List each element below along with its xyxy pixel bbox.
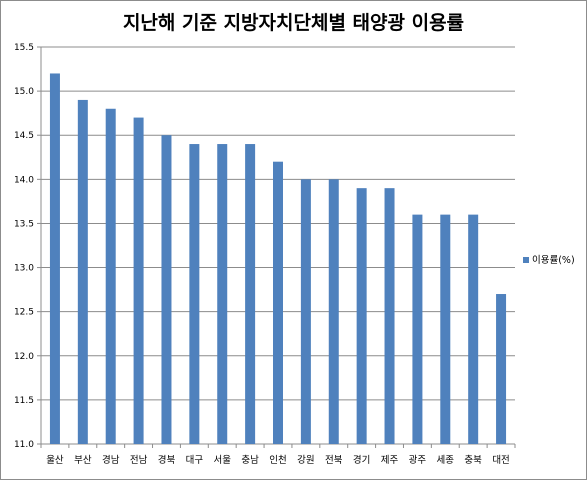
y-tick-label: 15.0 xyxy=(14,87,34,97)
y-tick-label: 13.0 xyxy=(14,264,34,274)
bar xyxy=(217,144,228,445)
bar xyxy=(496,294,507,444)
bars xyxy=(49,73,507,445)
bar xyxy=(384,188,395,444)
y-tick-label: 15.5 xyxy=(14,43,34,53)
y-tick-label: 12.5 xyxy=(14,308,34,318)
x-tick-label: 경남 xyxy=(102,454,120,466)
x-tick-label: 전북 xyxy=(325,455,343,466)
x-tick-label: 제주 xyxy=(381,455,399,466)
x-tick-label: 광주 xyxy=(409,454,427,466)
y-tick-labels: 11.0 11.5 12.0 12.5 13.0 13.5 14.0 14.5 15.0 15.5 xyxy=(14,43,34,450)
y-tick-label: 11.0 xyxy=(14,440,34,450)
y-tick-label: 13.5 xyxy=(14,219,34,229)
bar xyxy=(412,214,423,444)
legend-label: 이용률(%) xyxy=(532,255,575,266)
x-tick-label: 충남 xyxy=(241,455,259,466)
bar xyxy=(245,144,256,445)
legend: 이용률(%) xyxy=(523,255,575,266)
bar xyxy=(440,214,451,444)
bar xyxy=(468,214,479,444)
x-tick-label: 울산 xyxy=(46,455,64,466)
x-tick-label: 대전 xyxy=(492,455,509,466)
bar xyxy=(356,188,367,444)
x-tick-label: 경기 xyxy=(353,454,370,466)
bar xyxy=(273,161,283,444)
x-tick-label: 부산 xyxy=(74,455,92,466)
x-tick-labels: 울산 부산 경남 전남 경북 대구 서울 충남 인천 강원 전북 경기 제주 광주 세종 충북 대전 xyxy=(46,454,510,466)
x-tick-label: 세종 xyxy=(437,455,455,466)
bar xyxy=(77,99,88,444)
x-tick-label: 경북 xyxy=(158,454,176,466)
x-tick-label: 충북 xyxy=(464,455,482,466)
bar xyxy=(328,179,339,445)
bar xyxy=(161,135,172,444)
bar xyxy=(189,144,200,445)
x-tick-label: 서울 xyxy=(213,455,231,466)
x-tick-label: 전남 xyxy=(130,455,148,466)
y-tick-label: 14.5 xyxy=(14,131,34,141)
y-tick-label: 11.5 xyxy=(14,396,34,406)
x-tick-label: 대구 xyxy=(186,455,204,466)
chart-title: 지난해 기준 지방자치단체별 태양광 이용률 xyxy=(122,12,465,34)
legend-swatch xyxy=(523,257,529,263)
bar xyxy=(105,108,116,444)
bar xyxy=(49,73,60,444)
bar xyxy=(133,117,144,445)
x-tick-label: 강원 xyxy=(297,455,314,466)
bar xyxy=(300,179,311,445)
y-tick-label: 14.0 xyxy=(14,175,34,185)
y-tick-label: 12.0 xyxy=(14,352,34,362)
x-tick-label: 인천 xyxy=(269,455,286,466)
